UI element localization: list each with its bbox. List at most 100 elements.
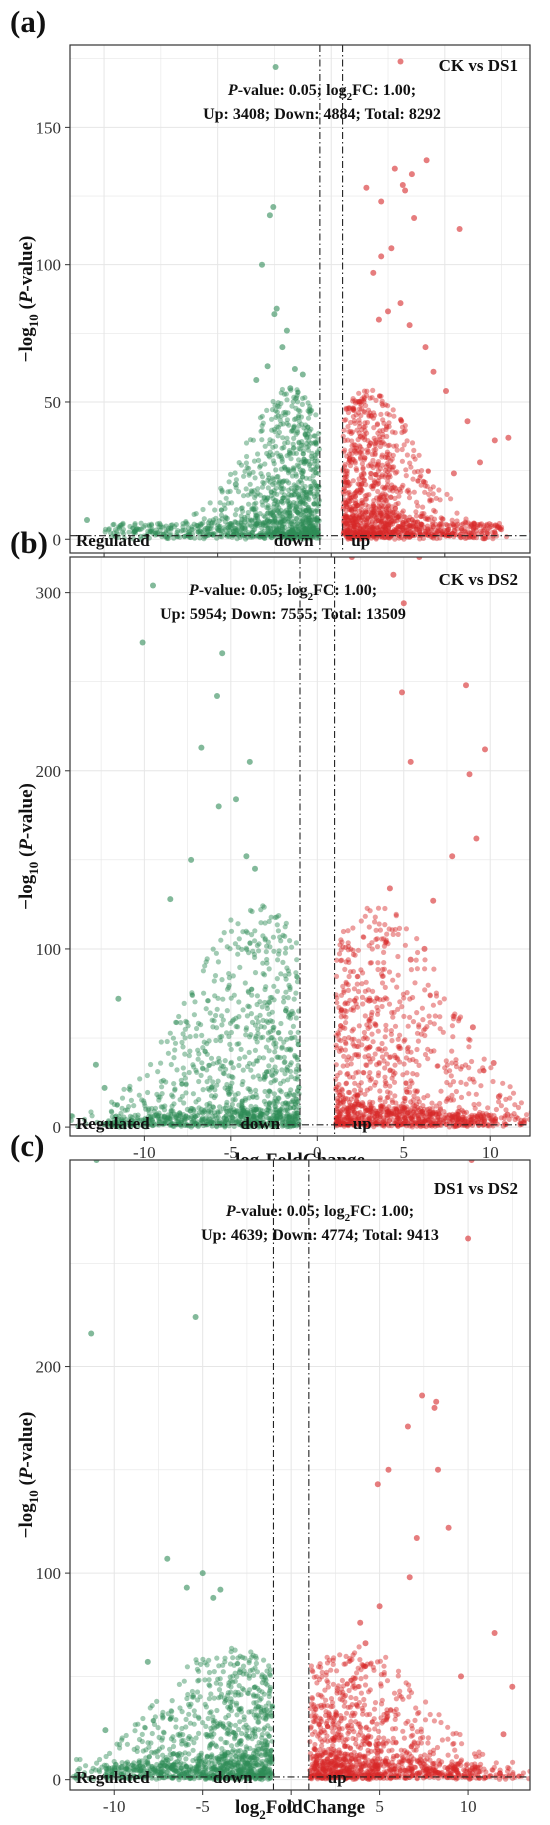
data-point-up bbox=[399, 182, 406, 188]
data-point-down bbox=[246, 758, 253, 765]
data-point-down bbox=[144, 1658, 151, 1665]
data-point-down bbox=[215, 803, 222, 810]
data-point-down bbox=[139, 639, 146, 646]
data-point-down bbox=[272, 64, 279, 70]
data-point-up bbox=[468, 1160, 475, 1163]
up-label: up bbox=[328, 1768, 347, 1787]
data-point-down bbox=[88, 1330, 95, 1337]
data-point-down bbox=[219, 650, 226, 657]
data-point-up bbox=[430, 368, 437, 375]
data-point-up bbox=[473, 835, 480, 842]
data-point-up bbox=[378, 253, 385, 260]
data-point-down bbox=[233, 796, 239, 803]
data-point-down bbox=[232, 481, 239, 488]
plot-area bbox=[70, 557, 530, 1136]
x-tick-label: 0 bbox=[287, 1797, 296, 1816]
data-point-up bbox=[482, 746, 488, 753]
data-point-up bbox=[408, 171, 415, 178]
data-point-down bbox=[252, 865, 258, 872]
data-point-up bbox=[388, 245, 395, 252]
data-point-up bbox=[413, 1535, 420, 1541]
stats-line-2: Up: 5954; Down: 7555; Total: 13509 bbox=[160, 606, 406, 623]
x-tick-label: 0 bbox=[313, 1143, 322, 1162]
data-point-up bbox=[391, 165, 398, 172]
y-axis-label: −log10 (P-value) bbox=[16, 1412, 41, 1539]
data-point-up bbox=[386, 885, 393, 892]
plot-frame bbox=[69, 44, 531, 554]
data-point-up bbox=[366, 997, 373, 1004]
data-point-down bbox=[164, 1555, 171, 1562]
y-tick-label: 100 bbox=[36, 940, 62, 959]
data-point-down bbox=[266, 212, 273, 219]
data-point-up bbox=[464, 418, 471, 425]
data-point-up bbox=[445, 1524, 452, 1531]
data-point-up bbox=[375, 316, 382, 323]
data-point-down bbox=[243, 853, 250, 860]
regulated-label: Regulated bbox=[76, 1114, 150, 1133]
series-down bbox=[92, 582, 258, 1091]
comparison-title: DS1 vs DS2 bbox=[434, 1179, 518, 1198]
data-point-up bbox=[491, 1630, 498, 1636]
data-point-up bbox=[397, 58, 404, 65]
y-tick-label: 0 bbox=[53, 1118, 62, 1137]
plot-frame bbox=[69, 556, 531, 1137]
data-point-up bbox=[357, 1619, 364, 1626]
data-point-up bbox=[458, 1673, 464, 1680]
data-point-up bbox=[374, 1481, 381, 1488]
data-point-up bbox=[477, 459, 483, 466]
data-point-down bbox=[167, 896, 174, 903]
data-point-down bbox=[287, 385, 294, 392]
data-point-up bbox=[400, 600, 407, 607]
stats-line-2: Up: 3408; Down: 4884; Total: 8292 bbox=[203, 106, 441, 123]
data-point-up bbox=[390, 571, 397, 578]
x-tick-label: 10 bbox=[460, 1797, 477, 1816]
data-point-down bbox=[271, 311, 278, 318]
plot-frame bbox=[69, 1159, 531, 1791]
data-point-up bbox=[406, 1574, 413, 1581]
data-point-up bbox=[431, 1404, 438, 1411]
plot-area bbox=[70, 1160, 530, 1790]
data-point-up bbox=[362, 1640, 369, 1647]
x-tick-label: -5 bbox=[224, 1143, 238, 1162]
regulated-label: Regulated bbox=[76, 531, 150, 550]
data-point-up bbox=[450, 470, 457, 477]
data-point-up bbox=[385, 1466, 392, 1473]
data-point-up bbox=[433, 1398, 440, 1405]
data-point-up bbox=[402, 187, 409, 194]
data-point-down bbox=[192, 1314, 199, 1320]
stats-line-2: Up: 4639; Down: 4774; Total: 9413 bbox=[201, 1227, 439, 1244]
data-point-up bbox=[466, 771, 473, 778]
data-point-up bbox=[456, 226, 463, 232]
y-tick-label: 150 bbox=[36, 118, 62, 137]
data-point-down bbox=[299, 371, 306, 378]
volcano-panel-b: -10-505100100200300log2FoldChange−log10 … bbox=[16, 556, 531, 1175]
data-point-up bbox=[363, 184, 370, 191]
data-point-down bbox=[92, 1061, 99, 1068]
point-cloud bbox=[70, 903, 530, 1130]
data-point-down bbox=[188, 856, 195, 863]
data-point-up bbox=[407, 956, 414, 963]
comparison-title: CK vs DS2 bbox=[439, 570, 518, 589]
series-down bbox=[88, 1160, 243, 1771]
data-point-down bbox=[210, 1594, 217, 1601]
data-point-up bbox=[416, 557, 423, 560]
x-tick-label: 10 bbox=[482, 1143, 499, 1162]
data-point-up bbox=[378, 198, 385, 205]
stats-line-1: P-value: 0.05; log2FC: 1.00; bbox=[188, 582, 377, 603]
y-axis-label: −log10 (P-value) bbox=[16, 236, 41, 363]
y-tick-label: 300 bbox=[36, 584, 62, 603]
panel-label-b: (b) bbox=[10, 525, 48, 560]
data-point-down bbox=[236, 1669, 243, 1676]
data-point-down bbox=[118, 1764, 125, 1771]
data-point-down bbox=[115, 995, 122, 1002]
down-label: down bbox=[274, 531, 314, 550]
threshold-lines bbox=[70, 45, 530, 553]
data-point-up bbox=[399, 689, 405, 696]
data-point-up bbox=[397, 300, 404, 307]
data-point-up bbox=[376, 1603, 383, 1610]
data-point-down bbox=[214, 693, 220, 699]
point-cloud bbox=[70, 1644, 530, 1783]
x-tick-label: -10 bbox=[133, 1143, 156, 1162]
data-point-down bbox=[93, 1160, 100, 1163]
